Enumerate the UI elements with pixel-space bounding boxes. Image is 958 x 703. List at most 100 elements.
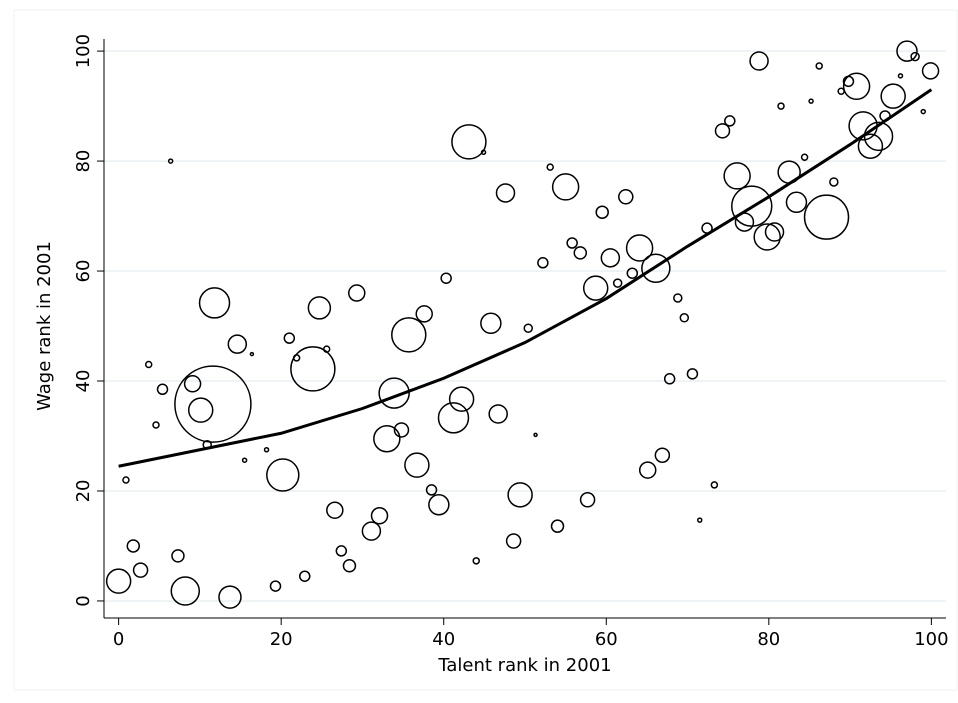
bubble <box>921 62 940 80</box>
bubble <box>505 533 522 549</box>
bubble <box>582 275 609 301</box>
bubble <box>144 360 153 369</box>
y-tick-label: 0 <box>73 595 94 606</box>
bubble <box>777 102 785 110</box>
bubble <box>857 133 884 159</box>
bubble <box>326 501 344 519</box>
bubble <box>218 585 242 609</box>
bubble <box>227 334 248 354</box>
y-tick-label: 80 <box>73 150 94 173</box>
bubble <box>686 368 699 380</box>
bubble <box>723 162 751 190</box>
bubble <box>269 580 282 592</box>
bubble <box>393 422 410 438</box>
y-axis-label: Wage rank in 2001 <box>34 241 55 411</box>
y-tick-label: 100 <box>73 34 94 68</box>
bubble <box>391 317 427 353</box>
bubble <box>625 234 654 262</box>
bubble <box>612 278 623 288</box>
bubble <box>654 447 671 463</box>
bubble <box>566 237 578 249</box>
bubble <box>546 163 554 171</box>
bubble <box>880 83 906 109</box>
bubble <box>724 115 736 127</box>
bubble <box>696 517 703 523</box>
x-tick-label: 80 <box>757 629 780 650</box>
bubble <box>152 421 160 429</box>
bubble <box>920 108 926 115</box>
chart-frame <box>13 9 958 691</box>
bubble <box>378 377 410 409</box>
bubble <box>829 177 839 187</box>
bubble <box>440 272 452 284</box>
bubble <box>842 72 871 101</box>
bubble <box>373 424 401 453</box>
x-tick-label: 40 <box>432 629 455 650</box>
bubble <box>815 62 823 70</box>
bubble <box>910 51 920 62</box>
bubble <box>550 519 565 533</box>
bubble <box>183 375 202 393</box>
bubble <box>679 313 690 323</box>
y-tick-label: 60 <box>73 260 94 283</box>
bubble <box>198 287 231 319</box>
bubble <box>290 346 336 392</box>
bubble <box>600 248 621 268</box>
bubble <box>673 293 683 303</box>
bubble <box>266 458 300 492</box>
bubble <box>126 539 141 553</box>
bubble <box>342 559 357 573</box>
bubble <box>370 506 389 525</box>
bubble <box>451 124 487 160</box>
bubble <box>714 123 731 139</box>
bubble <box>896 40 918 62</box>
bubble <box>551 173 580 201</box>
bubble <box>537 257 549 269</box>
bubble <box>595 205 609 219</box>
bubble <box>764 222 785 242</box>
x-tick-label: 100 <box>914 629 948 650</box>
bubble <box>122 476 130 484</box>
bubble <box>803 194 850 240</box>
bubble <box>731 185 773 227</box>
bubble <box>897 73 904 79</box>
bubble <box>808 98 814 104</box>
bubble <box>800 153 809 161</box>
bubble <box>488 404 508 424</box>
bubble <box>307 296 332 320</box>
bubble <box>523 323 534 333</box>
bubble <box>663 373 676 385</box>
bubble <box>480 149 487 156</box>
bubble <box>638 461 657 479</box>
bubble <box>167 158 174 164</box>
bubble <box>753 223 781 251</box>
bubble <box>480 312 502 335</box>
bubble <box>425 484 438 496</box>
y-tick-label: 20 <box>73 480 94 503</box>
x-tick-label: 60 <box>595 629 618 650</box>
bubble <box>533 432 538 438</box>
bubble <box>404 452 430 478</box>
bubble <box>626 267 639 279</box>
bubble <box>187 397 214 423</box>
bubble <box>322 345 331 353</box>
bubble <box>472 557 480 565</box>
x-axis-label: Talent rank in 2001 <box>437 655 611 676</box>
bubble <box>428 493 450 516</box>
bubble <box>132 562 149 578</box>
bubble <box>348 284 366 302</box>
bubble <box>437 402 470 434</box>
x-tick-label: 0 <box>113 629 124 650</box>
bubble <box>361 521 382 541</box>
bubble <box>249 351 255 357</box>
bubble <box>174 365 252 443</box>
x-tick-label: 20 <box>270 629 293 650</box>
bubble <box>241 457 248 463</box>
fit-line <box>118 88 933 468</box>
bubble <box>415 305 433 323</box>
bubble <box>448 386 475 412</box>
bubble <box>579 492 596 508</box>
bubble <box>573 246 588 260</box>
bubble <box>298 570 311 582</box>
bubble <box>641 253 671 284</box>
